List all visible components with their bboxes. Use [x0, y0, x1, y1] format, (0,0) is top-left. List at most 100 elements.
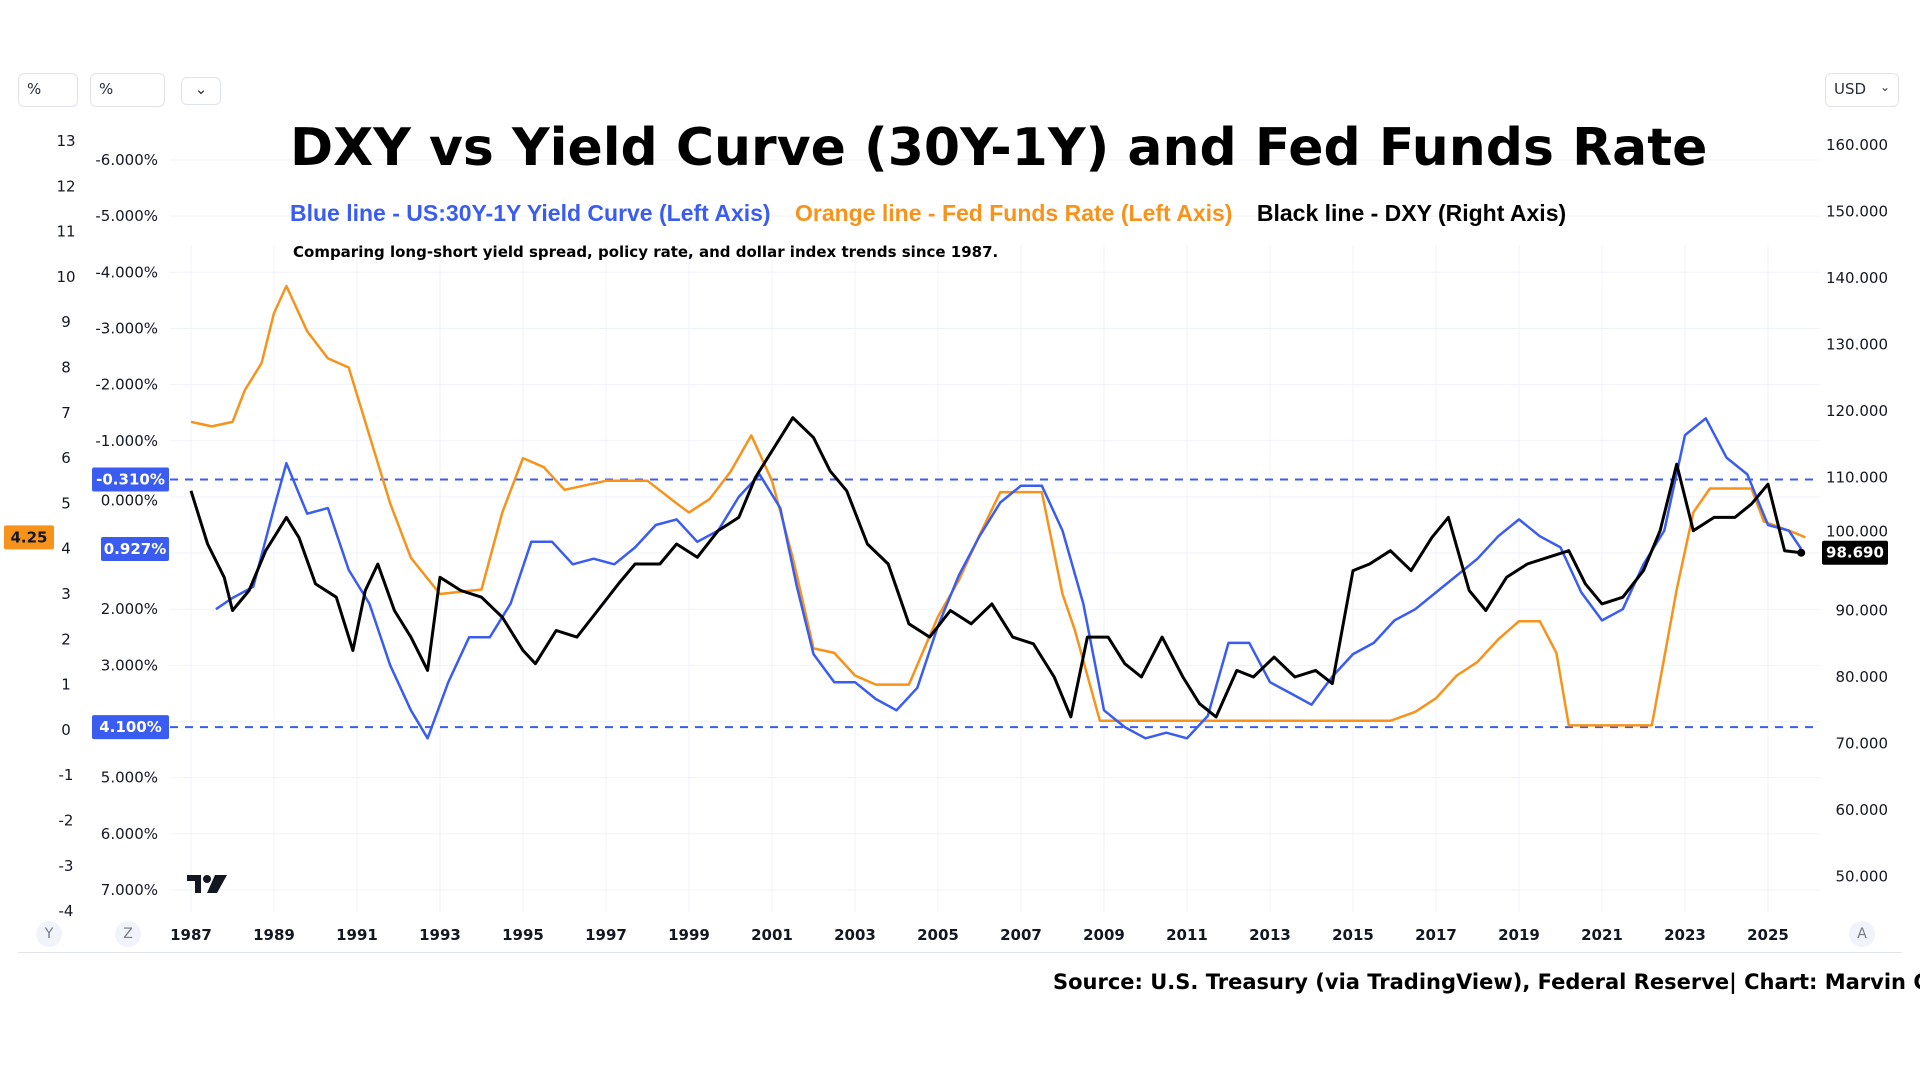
reference-label: -0.310% — [92, 467, 169, 492]
legend-dxy: Black line - DXY (Right Axis) — [1256, 200, 1567, 226]
x-tick-label: 1987 — [170, 926, 212, 944]
dxy-last-label: 98.690 — [1822, 540, 1888, 565]
reference-label-text: 4.100% — [99, 718, 161, 736]
source-note: Source: U.S. Treasury (via TradingView),… — [1053, 970, 1920, 994]
x-tick-label: 1989 — [253, 926, 295, 944]
left-rate-tick-label: 11 — [56, 223, 75, 241]
left-rate-tick-label: 5 — [61, 494, 71, 512]
reference-label-bg — [92, 715, 169, 740]
axis-button-y[interactable]: Y — [36, 921, 62, 947]
right-dxy-tick-label: 140.000 — [1826, 269, 1888, 287]
left-rate-tick-label: 8 — [61, 359, 71, 377]
x-tick-label: 2009 — [1083, 926, 1125, 944]
x-tick-label: 2023 — [1664, 926, 1706, 944]
right-dxy-tick-label: 70.000 — [1836, 735, 1889, 753]
x-tick-label: 2003 — [834, 926, 876, 944]
right-dxy-tick-label: 110.000 — [1826, 469, 1888, 487]
left-spread-tick-label: 7.000% — [101, 881, 158, 899]
reference-label-text: -0.310% — [96, 470, 165, 488]
left-rate-tick-label: -2 — [59, 812, 74, 830]
x-tick-label: 1999 — [668, 926, 710, 944]
left-rate-tick-label: 2 — [61, 630, 71, 648]
logo-part — [207, 875, 227, 893]
left-unit-input-2[interactable]: % — [90, 73, 165, 107]
right-dxy-tick-label: 80.000 — [1836, 668, 1889, 686]
series-line-spread — [215, 417, 1803, 740]
legend: Blue line - US:30Y-1Y Yield Curve (Left … — [290, 200, 1584, 227]
right-dxy-tick-label: 90.000 — [1836, 602, 1889, 620]
left-rate-tick-label: 9 — [61, 313, 71, 331]
left-spread-tick-label: -5.000% — [95, 207, 158, 225]
x-tick-label: 2025 — [1747, 926, 1789, 944]
left-spread-tick-label: -2.000% — [95, 376, 158, 394]
right-dxy-tick-label: 150.000 — [1826, 203, 1888, 221]
axis-button-a[interactable]: A — [1849, 921, 1875, 947]
left-spread-tick-label: 0.000% — [101, 491, 158, 509]
dxy-last-label-text: 98.690 — [1826, 544, 1884, 562]
x-tick-label: 2015 — [1332, 926, 1374, 944]
x-tick-label: 2017 — [1415, 926, 1457, 944]
legend-fed-funds: Orange line - Fed Funds Rate (Left Axis) — [794, 200, 1233, 226]
x-tick-label: 2019 — [1498, 926, 1540, 944]
tradingview-logo — [187, 875, 227, 893]
left-rate-tick-label: 13 — [56, 132, 75, 150]
x-tick-label: 1993 — [419, 926, 461, 944]
left-rate-tick-label: 4 — [61, 540, 71, 558]
x-tick-label: 2001 — [751, 926, 793, 944]
fed-last-label-text: 4.25 — [10, 528, 47, 546]
right-dxy-tick-label: 100.000 — [1826, 523, 1888, 541]
left-spread-tick-label: -6.000% — [95, 151, 158, 169]
left-spread-tick-label: 3.000% — [101, 656, 158, 674]
dxy-last-label-bg — [1822, 540, 1888, 565]
left-spread-tick-label: -3.000% — [95, 319, 158, 337]
left-rate-tick-label: 0 — [61, 721, 71, 739]
x-tick-label: 2013 — [1249, 926, 1291, 944]
left-rate-tick-label: 3 — [61, 585, 71, 603]
axis-button-z[interactable]: Z — [115, 921, 141, 947]
right-dxy-tick-label: 160.000 — [1826, 136, 1888, 154]
left-rate-tick-label: 10 — [56, 268, 75, 286]
logo-part — [203, 875, 211, 883]
chevron-down-icon: ⌄ — [194, 80, 208, 98]
x-tick-label: 1995 — [502, 926, 544, 944]
right-dxy-tick-label: 60.000 — [1836, 801, 1889, 819]
left-rate-tick-label: 1 — [61, 676, 71, 694]
left-rate-tick-label: 12 — [56, 177, 75, 195]
x-tick-label: 1991 — [336, 926, 378, 944]
spread-last-label-bg — [101, 536, 169, 561]
left-unit-input-1[interactable]: % — [18, 73, 78, 107]
x-tick-label: 2007 — [1000, 926, 1042, 944]
left-spread-tick-label: -4.000% — [95, 263, 158, 281]
chart-subtitle: Comparing long-short yield spread, polic… — [293, 243, 999, 261]
right-dxy-tick-label: 50.000 — [1836, 868, 1889, 886]
left-spread-tick-label: 5.000% — [101, 769, 158, 787]
logo-part — [187, 875, 201, 893]
spread-last-label-text: 0.927% — [104, 540, 166, 558]
bottom-divider — [18, 952, 1902, 953]
series-line-fed — [190, 284, 1806, 727]
x-tick-label: 1997 — [585, 926, 627, 944]
x-tick-label: 2011 — [1166, 926, 1208, 944]
reference-label-bg — [92, 467, 169, 492]
dxy-last-point — [1797, 548, 1806, 557]
x-tick-label: 2021 — [1581, 926, 1623, 944]
series-line-dxy — [189, 416, 1802, 719]
legend-spread: Blue line - US:30Y-1Y Yield Curve (Left … — [290, 200, 771, 226]
left-rate-tick-label: -4 — [59, 902, 74, 920]
left-rate-tick-label: -1 — [59, 766, 74, 784]
left-spread-tick-label: 2.000% — [101, 600, 158, 618]
x-tick-label: 2005 — [917, 926, 959, 944]
currency-label: USD — [1834, 80, 1867, 98]
left-rate-tick-label: -3 — [59, 857, 74, 875]
left-spread-tick-label: 6.000% — [101, 825, 158, 843]
left-rate-tick-label: 7 — [61, 404, 71, 422]
scale-dropdown-button[interactable]: ⌄ — [181, 77, 221, 105]
right-dxy-tick-label: 120.000 — [1826, 402, 1888, 420]
chart-title: DXY vs Yield Curve (30Y-1Y) and Fed Fund… — [290, 118, 1708, 178]
reference-label: 4.100% — [92, 715, 169, 740]
left-spread-tick-label: -1.000% — [95, 432, 158, 450]
chevron-down-icon: ⌄ — [1879, 80, 1890, 94]
left-rate-tick-label: 6 — [61, 449, 71, 467]
currency-select[interactable]: USD ⌄ — [1825, 73, 1899, 107]
